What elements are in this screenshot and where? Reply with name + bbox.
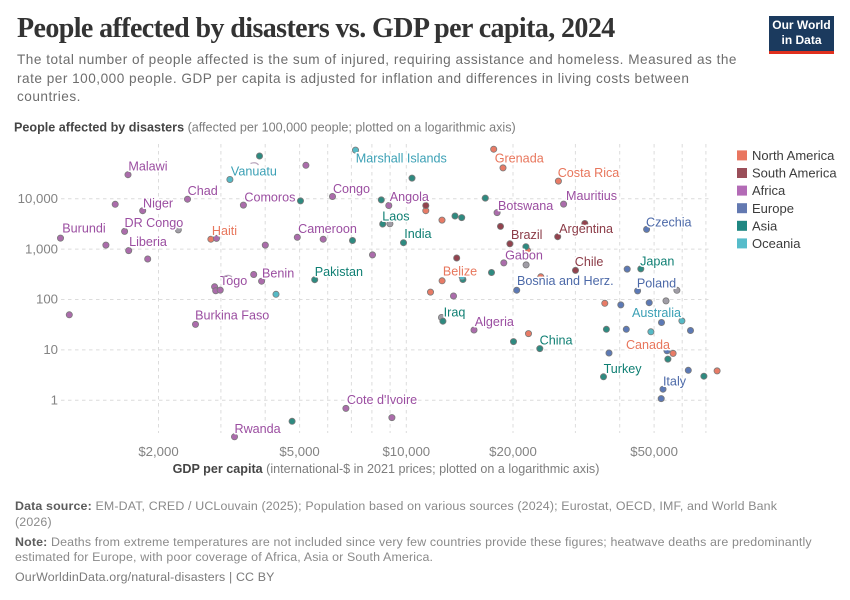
svg-text:Turkey: Turkey bbox=[604, 362, 643, 376]
svg-text:Togo: Togo bbox=[220, 274, 247, 288]
svg-text:Cameroon: Cameroon bbox=[298, 222, 357, 236]
svg-text:Czechia: Czechia bbox=[646, 215, 692, 229]
svg-text:Australia: Australia bbox=[632, 306, 681, 320]
svg-text:People affected by disasters (: People affected by disasters (affected p… bbox=[14, 121, 516, 135]
svg-text:10,000: 10,000 bbox=[18, 191, 58, 206]
svg-text:South America: South America bbox=[752, 166, 837, 181]
svg-text:Bosnia and Herz.: Bosnia and Herz. bbox=[517, 274, 614, 288]
svg-text:Belize: Belize bbox=[443, 265, 477, 279]
svg-text:DR Congo: DR Congo bbox=[124, 216, 183, 230]
svg-text:Argentina: Argentina bbox=[559, 222, 613, 236]
svg-text:Brazil: Brazil bbox=[511, 228, 543, 242]
svg-text:Congo: Congo bbox=[333, 182, 370, 196]
svg-text:$2,000: $2,000 bbox=[138, 444, 178, 459]
svg-text:Cote d'Ivoire: Cote d'Ivoire bbox=[347, 393, 417, 407]
svg-text:Liberia: Liberia bbox=[129, 235, 167, 249]
svg-text:Rwanda: Rwanda bbox=[234, 422, 280, 436]
svg-text:Canada: Canada bbox=[626, 338, 670, 352]
svg-text:Botswana: Botswana bbox=[498, 199, 553, 213]
svg-text:1,000: 1,000 bbox=[25, 241, 58, 256]
svg-text:Africa: Africa bbox=[752, 183, 786, 198]
svg-text:$5,000: $5,000 bbox=[279, 444, 319, 459]
svg-text:Pakistan: Pakistan bbox=[315, 265, 363, 279]
svg-text:Gabon: Gabon bbox=[505, 249, 543, 263]
svg-text:Chile: Chile bbox=[575, 255, 604, 269]
svg-text:$50,000: $50,000 bbox=[630, 444, 678, 459]
svg-text:Mauritius: Mauritius bbox=[566, 189, 617, 203]
svg-text:Grenada: Grenada bbox=[495, 151, 544, 165]
svg-text:Oceania: Oceania bbox=[752, 236, 801, 251]
svg-text:Japan: Japan bbox=[640, 254, 674, 268]
svg-text:Comoros: Comoros bbox=[244, 190, 295, 204]
svg-text:Marshall Islands: Marshall Islands bbox=[356, 151, 447, 165]
svg-text:1: 1 bbox=[51, 393, 58, 408]
svg-text:Laos: Laos bbox=[382, 209, 409, 223]
svg-text:Malawi: Malawi bbox=[128, 160, 167, 174]
svg-text:Vanuatu: Vanuatu bbox=[231, 165, 277, 179]
svg-text:Italy: Italy bbox=[663, 375, 687, 389]
svg-text:Algeria: Algeria bbox=[475, 315, 514, 329]
svg-text:100: 100 bbox=[36, 292, 58, 307]
svg-text:Iraq: Iraq bbox=[444, 306, 466, 320]
svg-text:Burundi: Burundi bbox=[62, 221, 105, 235]
svg-text:Niger: Niger bbox=[143, 197, 173, 211]
svg-text:Chad: Chad bbox=[188, 184, 218, 198]
svg-text:Europe: Europe bbox=[752, 201, 794, 216]
svg-text:GDP per capita (international-: GDP per capita (international-$ in 2021 … bbox=[173, 462, 600, 476]
svg-text:10: 10 bbox=[43, 342, 58, 357]
svg-text:Benin: Benin bbox=[262, 267, 294, 281]
svg-text:Haiti: Haiti bbox=[212, 224, 237, 238]
svg-text:Costa Rica: Costa Rica bbox=[558, 166, 620, 180]
svg-text:$10,000: $10,000 bbox=[382, 444, 430, 459]
svg-text:Poland: Poland bbox=[637, 277, 676, 291]
svg-text:Angola: Angola bbox=[390, 190, 429, 204]
svg-text:Asia: Asia bbox=[752, 218, 778, 233]
svg-text:North America: North America bbox=[752, 148, 835, 163]
svg-text:$20,000: $20,000 bbox=[489, 444, 537, 459]
svg-text:Burkina Faso: Burkina Faso bbox=[195, 309, 269, 323]
svg-text:India: India bbox=[404, 227, 431, 241]
svg-text:China: China bbox=[540, 334, 573, 348]
